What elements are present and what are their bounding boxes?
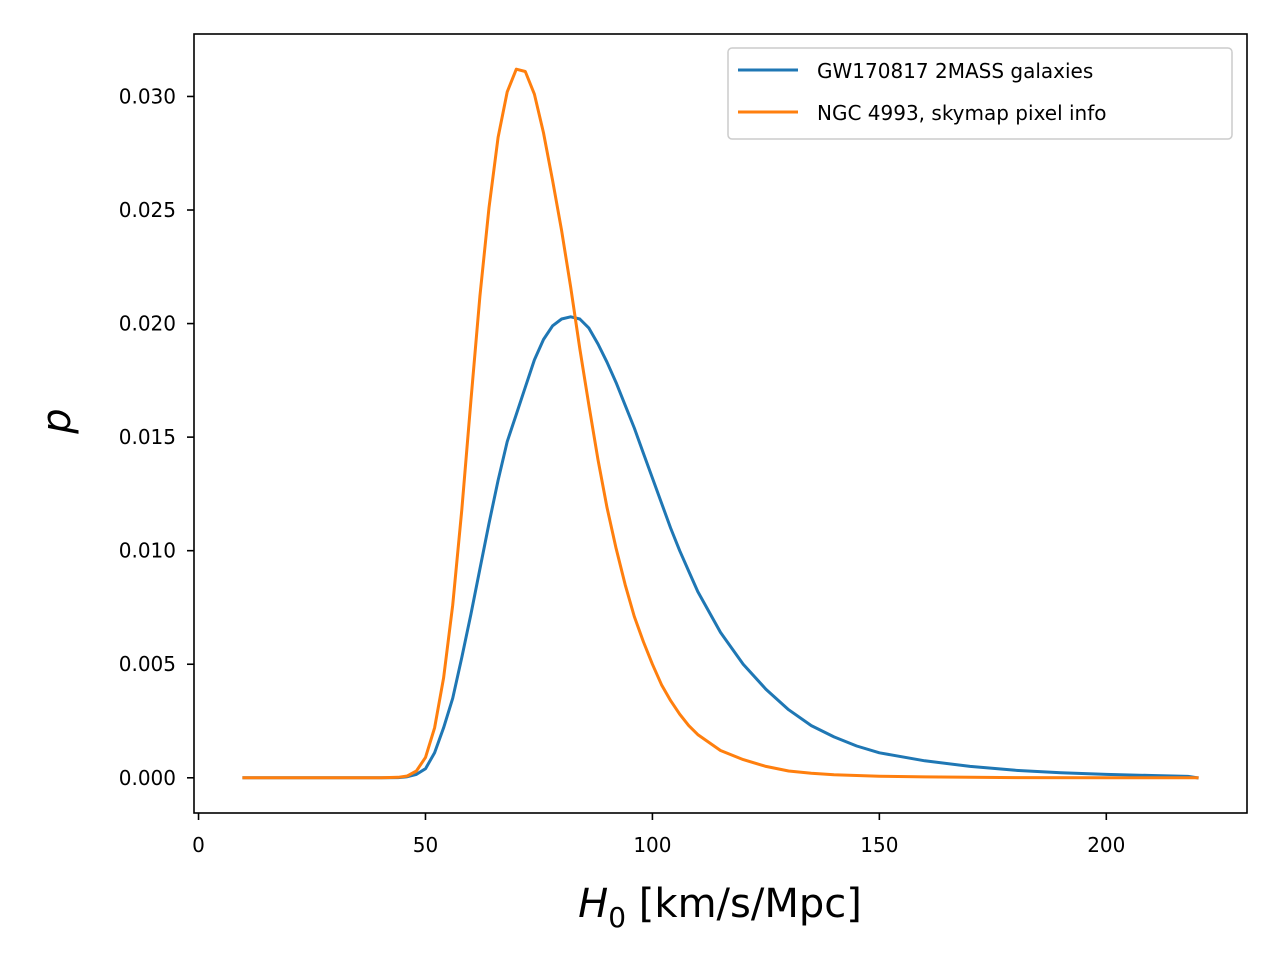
- y-tick-label: 0.000: [119, 766, 176, 790]
- y-tick-label: 0.015: [119, 425, 176, 449]
- y-axis: 0.000 0.005 0.010 0.015 0.020 0.025 0.030: [119, 84, 194, 790]
- y-tick-label: 0.005: [119, 652, 176, 676]
- x-axis-label: H0 [km/s/Mpc]: [578, 881, 862, 934]
- x-tick-label: 100: [633, 833, 671, 857]
- x-tick-label: 50: [413, 833, 438, 857]
- axes-frame: [193, 33, 1248, 814]
- y-axis-label: p: [34, 408, 80, 434]
- x-tick-label: 0: [192, 833, 205, 857]
- legend-label-ngc4993: NGC 4993, skymap pixel info: [817, 101, 1107, 125]
- series-line-ngc4993: [242, 67, 1199, 780]
- x-tick-label: 150: [860, 833, 898, 857]
- y-tick-label: 0.025: [119, 198, 176, 222]
- y-tick-label: 0.020: [119, 312, 176, 336]
- legend-label-2mass: GW170817 2MASS galaxies: [817, 59, 1093, 83]
- plot-lines: [242, 67, 1199, 780]
- legend: GW170817 2MASS galaxies NGC 4993, skymap…: [727, 47, 1233, 140]
- x-tick-label: 200: [1087, 833, 1125, 857]
- legend-box: [727, 47, 1233, 140]
- series-line-2mass-galaxies: [242, 315, 1199, 780]
- y-tick-label: 0.030: [119, 84, 176, 108]
- x-axis: 0 50 100 150 200: [192, 813, 1125, 857]
- y-tick-label: 0.010: [119, 539, 176, 563]
